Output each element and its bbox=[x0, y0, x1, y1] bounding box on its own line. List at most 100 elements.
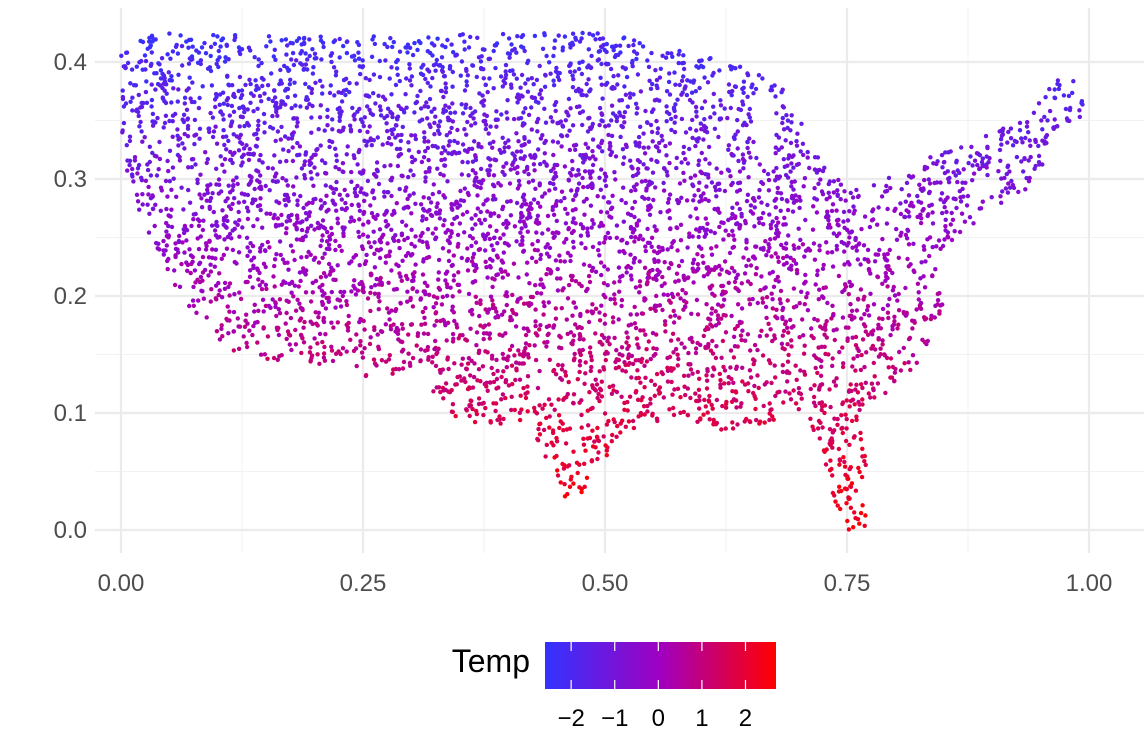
data-point bbox=[733, 285, 738, 291]
data-point bbox=[758, 216, 764, 221]
data-point bbox=[433, 226, 438, 231]
data-point bbox=[565, 133, 570, 138]
data-point bbox=[694, 114, 699, 119]
data-point bbox=[401, 359, 407, 365]
data-point bbox=[538, 323, 543, 328]
data-point bbox=[455, 374, 460, 380]
data-point bbox=[586, 47, 591, 52]
data-point bbox=[688, 126, 693, 131]
data-point bbox=[427, 96, 433, 102]
data-point bbox=[186, 61, 192, 66]
data-point bbox=[774, 227, 780, 233]
data-point bbox=[729, 265, 735, 271]
data-point bbox=[604, 62, 609, 67]
data-point bbox=[660, 274, 665, 280]
data-point bbox=[210, 191, 215, 196]
data-point bbox=[778, 288, 784, 294]
data-point bbox=[700, 225, 706, 231]
data-point bbox=[1043, 95, 1048, 100]
data-point bbox=[423, 291, 428, 297]
data-point bbox=[348, 123, 353, 128]
data-point bbox=[435, 201, 440, 206]
data-point bbox=[367, 107, 372, 113]
data-point bbox=[523, 395, 529, 401]
data-point bbox=[421, 155, 427, 160]
data-point bbox=[478, 179, 483, 184]
data-point bbox=[844, 398, 849, 403]
data-point bbox=[677, 82, 682, 88]
data-point bbox=[846, 527, 852, 532]
data-point bbox=[559, 377, 565, 382]
data-point bbox=[717, 187, 722, 192]
data-point bbox=[544, 324, 550, 330]
data-point bbox=[628, 252, 633, 257]
data-point bbox=[630, 166, 635, 171]
data-point bbox=[584, 93, 589, 98]
data-point bbox=[177, 158, 183, 163]
data-point bbox=[167, 148, 173, 153]
data-point bbox=[796, 161, 801, 167]
data-point bbox=[551, 78, 556, 83]
data-point bbox=[625, 399, 630, 405]
data-point bbox=[373, 283, 378, 288]
data-point bbox=[710, 351, 716, 356]
data-point bbox=[777, 174, 783, 179]
data-point bbox=[754, 265, 759, 271]
data-point bbox=[224, 98, 229, 103]
data-point bbox=[648, 401, 653, 406]
data-point bbox=[232, 196, 237, 201]
data-point bbox=[747, 302, 753, 307]
data-point bbox=[791, 388, 796, 393]
data-point bbox=[794, 271, 800, 276]
data-point bbox=[403, 92, 408, 97]
data-point bbox=[540, 46, 546, 51]
data-point bbox=[257, 158, 262, 163]
data-point bbox=[628, 212, 634, 218]
data-point bbox=[679, 116, 685, 122]
data-point bbox=[388, 327, 394, 332]
data-point bbox=[552, 45, 557, 51]
data-point bbox=[588, 87, 593, 92]
data-point bbox=[546, 227, 551, 232]
data-point bbox=[650, 139, 655, 144]
data-point bbox=[307, 350, 313, 355]
data-point bbox=[824, 197, 829, 202]
data-point bbox=[804, 295, 809, 300]
data-point bbox=[165, 194, 170, 199]
data-point bbox=[732, 84, 738, 89]
data-point bbox=[149, 97, 155, 103]
data-point bbox=[310, 103, 315, 109]
data-point bbox=[362, 198, 367, 204]
data-point bbox=[256, 63, 261, 69]
data-point bbox=[329, 59, 334, 65]
data-point bbox=[185, 262, 191, 268]
data-point bbox=[538, 204, 543, 209]
data-point bbox=[883, 390, 888, 396]
data-point bbox=[629, 353, 635, 359]
data-point bbox=[654, 159, 659, 164]
data-point bbox=[1055, 81, 1060, 87]
data-point bbox=[764, 333, 769, 338]
data-point bbox=[184, 107, 190, 113]
data-point bbox=[548, 71, 553, 76]
data-point bbox=[318, 38, 324, 43]
data-point bbox=[567, 170, 573, 176]
data-point bbox=[137, 124, 142, 129]
data-point bbox=[499, 258, 504, 263]
data-point bbox=[474, 330, 480, 335]
data-point bbox=[850, 364, 855, 369]
data-point bbox=[771, 169, 776, 174]
data-point bbox=[318, 198, 323, 203]
data-point bbox=[831, 190, 836, 195]
data-point bbox=[686, 350, 691, 356]
data-point bbox=[410, 355, 416, 361]
data-point bbox=[493, 65, 498, 71]
data-point bbox=[256, 277, 261, 282]
data-point bbox=[169, 78, 174, 83]
data-point bbox=[494, 386, 499, 391]
data-point bbox=[248, 48, 253, 53]
data-point bbox=[423, 175, 428, 180]
data-point bbox=[547, 425, 552, 430]
data-point bbox=[344, 349, 349, 354]
data-point bbox=[678, 296, 683, 301]
